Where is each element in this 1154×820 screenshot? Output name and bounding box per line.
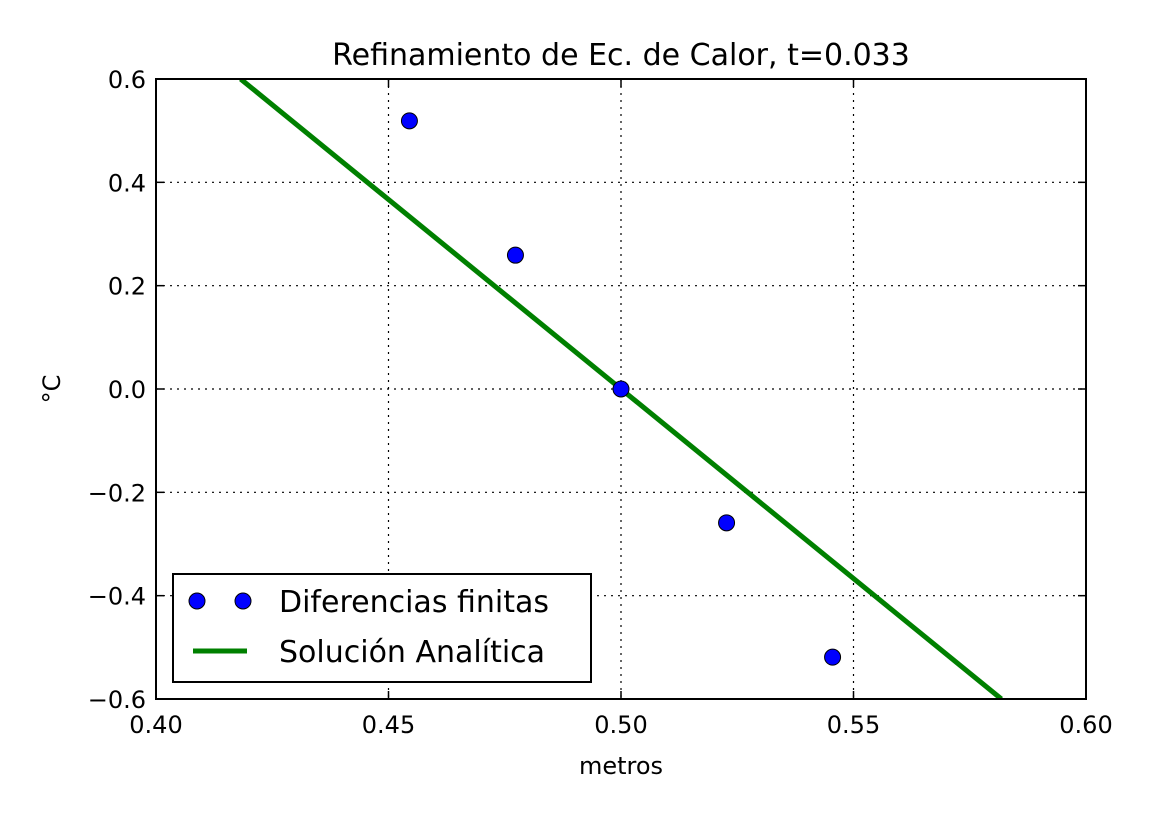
x-tick-label: 0.50 [594, 711, 647, 739]
legend-label-solucion: Solución Analítica [279, 635, 545, 670]
chart-title: Refinamiento de Ec. de Calor, t=0.033 [332, 38, 910, 73]
y-tick-label: −0.4 [88, 583, 146, 611]
y-tick-label: 0.2 [108, 273, 146, 301]
x-tick-label: 0.40 [129, 711, 182, 739]
data-point-diferencias-finitas [400, 112, 418, 130]
x-tick-label: 0.45 [362, 711, 415, 739]
data-point-diferencias-finitas [718, 514, 736, 532]
x-tick-label: 0.60 [1059, 711, 1112, 739]
y-tick-label: 0.6 [108, 66, 146, 94]
legend-label-diferencias: Diferencias finitas [279, 585, 549, 620]
y-tick-label: 0.0 [108, 376, 146, 404]
legend-marker-dot-1 [188, 592, 206, 610]
data-point-diferencias-finitas [824, 648, 842, 666]
legend-marker-dot-2 [234, 592, 252, 610]
legend: Diferencias finitas Solución Analítica [172, 573, 592, 683]
plot-points [400, 112, 842, 666]
ticks: 0.40 0.45 0.50 0.55 0.60 −0.6 −0.4 −0.2 0.0 0.2 0.… [88, 66, 1113, 739]
y-tick-label: −0.2 [88, 479, 146, 507]
y-tick-label: 0.4 [108, 169, 146, 197]
y-axis-title: °C [38, 375, 66, 404]
data-point-diferencias-finitas [506, 246, 524, 264]
x-axis-title: metros [579, 752, 663, 780]
legend-box [172, 573, 592, 683]
y-tick-label: −0.6 [88, 686, 146, 714]
data-point-diferencias-finitas [612, 380, 630, 398]
x-tick-label: 0.55 [827, 711, 880, 739]
